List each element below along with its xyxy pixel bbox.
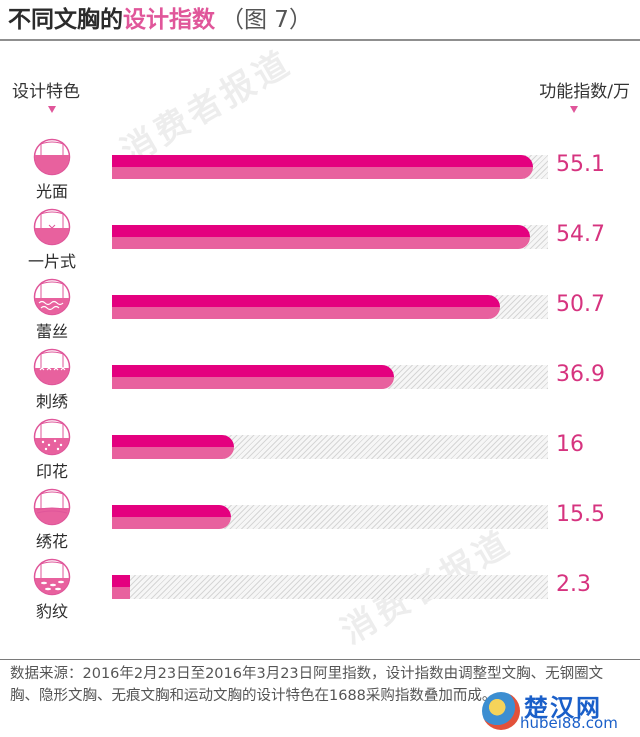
down-triangle-icon [48, 106, 56, 113]
title-divider [0, 39, 640, 41]
bar-value: 16 [556, 432, 584, 457]
down-triangle-icon [570, 106, 578, 113]
title-highlight: 设计指数 [123, 7, 215, 33]
category-label: 印花 [35, 462, 68, 481]
logo-cn: 楚汉网 [524, 694, 602, 722]
bar-row: 一片式 54.7 [0, 206, 640, 276]
title-prefix: 不同文胸的 [8, 7, 123, 33]
leopard-bra-icon [33, 558, 71, 596]
print-bra-icon [33, 418, 71, 456]
bar-fill [112, 575, 130, 599]
category-label: 光面 [35, 182, 68, 201]
bar-row: 印花 16 [0, 416, 640, 486]
bar-fill [112, 225, 530, 249]
one-piece-bra-icon [33, 208, 71, 246]
plain-bra-icon [33, 138, 71, 176]
footnote: 数据来源：2016年2月23日至2016年3月23日阿里指数，设计指数由调整型文… [10, 666, 604, 704]
footnote-divider [0, 659, 640, 660]
site-logo: 楚汉网 hubei88.com [482, 688, 632, 734]
bar-fill [112, 505, 231, 529]
bar-track [112, 575, 548, 599]
bar-row: 豹纹 2.3 [0, 556, 640, 626]
bar-value: 50.7 [556, 292, 605, 317]
bar-row: 刺绣 36.9 [0, 346, 640, 416]
category-label: 刺绣 [35, 392, 68, 411]
bar-value: 54.7 [556, 222, 605, 247]
globe-icon [482, 692, 520, 730]
chart-title: 不同文胸的设计指数 （图 7） [8, 4, 312, 36]
bar-value: 55.1 [556, 152, 605, 177]
category-label: 豹纹 [35, 602, 68, 621]
bar-value: 36.9 [556, 362, 605, 387]
bar-row: 蕾丝 50.7 [0, 276, 640, 346]
bar-row: 光面 55.1 [0, 136, 640, 206]
logo-en: hubei88.com [520, 714, 618, 732]
bar-value: 2.3 [556, 572, 591, 597]
embroidered-flower-bra-icon [33, 488, 71, 526]
bar-row: 绣花 15.5 [0, 486, 640, 556]
lace-bra-icon [33, 278, 71, 316]
bar-fill [112, 155, 533, 179]
figure-number: （图 7） [221, 7, 312, 33]
bar-value: 15.5 [556, 502, 605, 527]
embroidery-bra-icon [33, 348, 71, 386]
bar-fill [112, 295, 500, 319]
category-label: 蕾丝 [35, 322, 68, 341]
category-label: 一片式 [27, 252, 76, 271]
x-axis-header: 功能指数/万 [539, 82, 630, 102]
category-label: 绣花 [35, 532, 68, 551]
y-axis-header: 设计特色 [12, 82, 80, 102]
bar-fill [112, 365, 394, 389]
bar-fill [112, 435, 234, 459]
